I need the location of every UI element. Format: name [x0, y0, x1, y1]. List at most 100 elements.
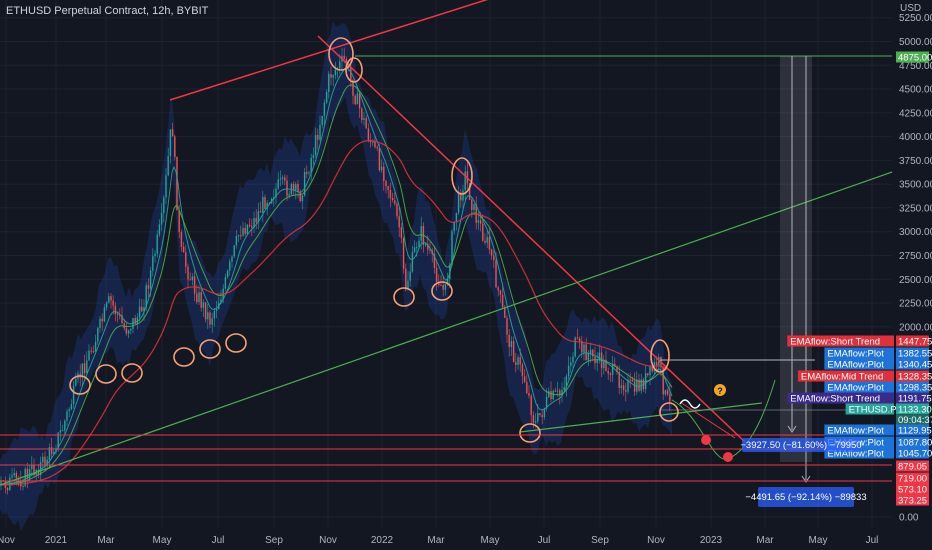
candle-body — [281, 177, 284, 179]
candle-body — [101, 318, 103, 322]
candle-body — [53, 452, 55, 455]
candle-body — [231, 256, 233, 262]
candle-body — [15, 473, 18, 479]
candle-body — [651, 366, 653, 372]
candle-body — [405, 268, 407, 290]
candle-body — [191, 276, 194, 281]
candle-body — [541, 415, 543, 418]
indicator-tag — [845, 403, 894, 415]
candle-body — [609, 373, 612, 375]
candle-body — [44, 456, 46, 467]
price-badge — [896, 370, 929, 382]
time-tick-label: Nov — [647, 535, 665, 546]
time-axis[interactable]: Nov 2021 Mar May Jul Sep Nov 2022 Mar May Jul Sep No… — [0, 535, 878, 546]
candle-body — [457, 192, 460, 213]
candle-body — [233, 245, 235, 257]
candle-body — [363, 118, 365, 120]
candle-body — [374, 141, 376, 148]
candle-body — [279, 178, 282, 180]
candle-body — [464, 171, 466, 191]
price-tick-label: 5250.00 — [899, 13, 932, 24]
candle-body — [328, 74, 330, 93]
price-tick-label: 4500.00 — [899, 85, 932, 96]
candle-body — [376, 147, 378, 149]
projection-red-path — [679, 401, 736, 439]
candle-body — [625, 390, 627, 392]
candle-body — [321, 116, 323, 125]
price-tick-label: 4000.00 — [899, 132, 932, 143]
candle-body — [229, 261, 231, 271]
candle-body — [105, 302, 108, 308]
candle-body — [143, 307, 145, 312]
candle-body — [484, 240, 486, 243]
candle-body — [567, 365, 570, 377]
price-axis[interactable]: 5250.00 5000.00 4750.00 4500.00 4250.00 4000.… — [899, 13, 932, 523]
candle-body — [264, 197, 266, 209]
measure-label-box — [758, 487, 854, 507]
candle-body — [202, 302, 205, 308]
price-badge — [896, 335, 929, 347]
candle-body — [570, 362, 572, 366]
time-tick-label: 2022 — [371, 535, 394, 546]
candle-body — [411, 251, 414, 272]
candle-body — [211, 318, 213, 325]
indicator-tag-label: EMAflow:Mid Trend — [801, 372, 883, 383]
candle-body — [554, 390, 557, 392]
candle-body — [420, 226, 422, 241]
candle-body — [182, 246, 185, 253]
candle-body — [521, 364, 524, 377]
candle-body — [578, 338, 581, 341]
candle-body — [242, 228, 244, 236]
countdown-value: 09:04:37 — [898, 415, 932, 426]
candle-body — [46, 459, 48, 467]
candle-body — [193, 276, 196, 294]
candle-body — [251, 226, 253, 228]
candle-body — [605, 359, 607, 371]
candle-body — [545, 396, 548, 409]
candle-body — [72, 385, 75, 405]
candle-body — [559, 390, 561, 396]
candle-body — [81, 363, 84, 378]
candle-body — [508, 334, 510, 347]
indicator-tag — [824, 347, 894, 359]
candle-body — [561, 389, 563, 396]
time-tick-label: Sep — [265, 535, 283, 546]
time-tick-label: May — [153, 535, 172, 546]
price-badge-value: 1191.75 — [898, 394, 932, 405]
candle-body — [176, 156, 178, 211]
time-tick-label: 2021 — [45, 535, 68, 546]
candle-body — [28, 469, 31, 479]
price-tick-label: 3750.00 — [899, 156, 932, 167]
price-tick-label: 3500.00 — [899, 180, 932, 191]
candle-body — [416, 247, 418, 249]
candle-body — [187, 266, 189, 280]
candle-body — [427, 244, 429, 250]
alert-icon — [723, 452, 733, 462]
candle-body — [534, 421, 537, 423]
candle-body — [361, 108, 363, 120]
candle-body — [26, 468, 29, 479]
candle-body — [413, 247, 416, 252]
annotation-circle — [173, 347, 195, 367]
price-tick-label: 4750.00 — [899, 61, 932, 72]
candle-body — [444, 284, 447, 290]
candle-body — [66, 411, 68, 421]
candle-body — [587, 353, 590, 361]
price-badge — [896, 347, 929, 359]
candle-body — [471, 199, 473, 211]
candle-body — [424, 244, 427, 246]
candle-body — [585, 344, 587, 361]
candle-body — [169, 129, 172, 157]
candle-body — [253, 218, 255, 228]
candle-body — [649, 366, 651, 376]
candle-body — [330, 74, 332, 78]
candle-body — [543, 408, 546, 417]
candle-body — [603, 359, 605, 369]
indicator-tag — [787, 392, 894, 404]
candle-body — [112, 300, 114, 306]
candle-body — [138, 306, 141, 318]
candle-body — [418, 240, 420, 247]
price-badge — [896, 424, 929, 436]
candle-body — [627, 379, 629, 392]
